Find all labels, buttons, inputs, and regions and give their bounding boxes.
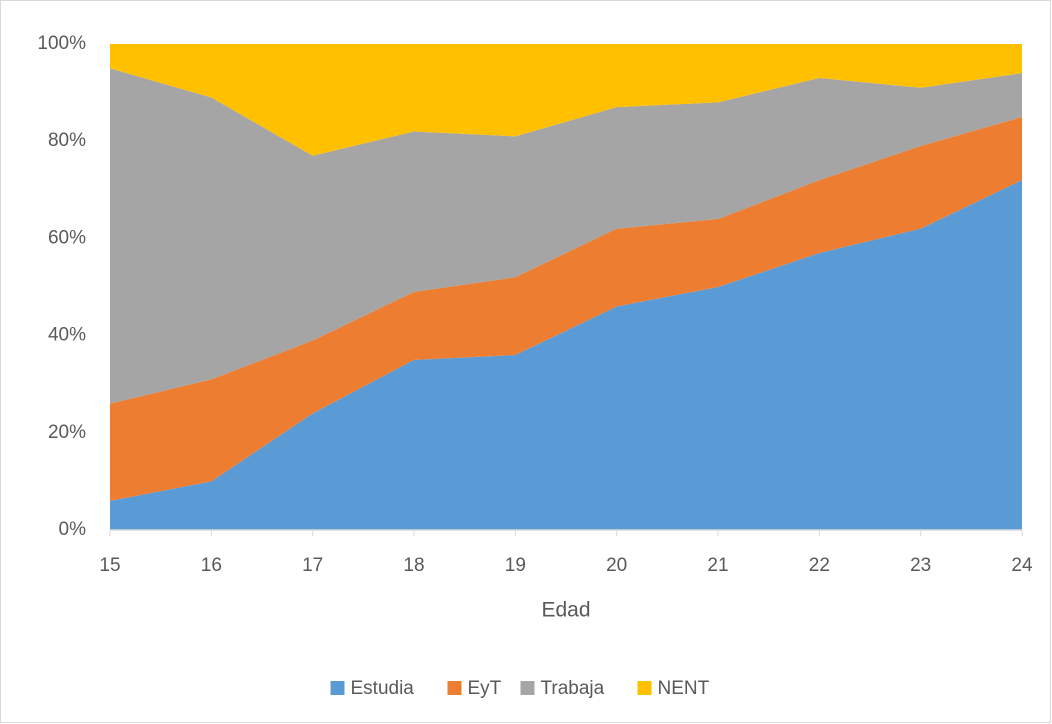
y-tick-label: 20% <box>48 422 86 443</box>
legend-swatch <box>637 681 652 695</box>
y-tick-label: 60% <box>48 227 86 248</box>
x-tick-label: 20 <box>606 555 627 576</box>
x-tick-label: 22 <box>809 555 830 576</box>
legend-label: Trabaja <box>541 678 605 699</box>
x-tick-label: 19 <box>505 555 526 576</box>
area <box>110 44 1022 156</box>
y-tick-label: 0% <box>59 519 87 540</box>
x-tick-label: 17 <box>302 555 323 576</box>
area <box>110 68 1022 404</box>
legend-swatch <box>330 681 345 695</box>
y-tick-label: 100% <box>37 33 86 54</box>
x-tick-label: 23 <box>910 555 931 576</box>
y-tick-label: 80% <box>48 130 86 151</box>
legend-label: Estudia <box>351 678 415 699</box>
area <box>110 116 1022 501</box>
x-tick-label: 16 <box>201 555 222 576</box>
area <box>110 180 1022 530</box>
x-tick-label: 18 <box>403 555 424 576</box>
legend-label: NENT <box>658 678 710 699</box>
x-axis-title: Edad <box>541 599 590 622</box>
x-tick-label: 21 <box>707 555 728 576</box>
x-tick-label: 15 <box>99 555 120 576</box>
legend-swatch <box>447 681 462 695</box>
x-tick-label: 24 <box>1011 555 1033 576</box>
legend-label: EyT <box>468 678 502 699</box>
y-tick-label: 40% <box>48 325 86 346</box>
legend-swatch <box>520 681 535 695</box>
